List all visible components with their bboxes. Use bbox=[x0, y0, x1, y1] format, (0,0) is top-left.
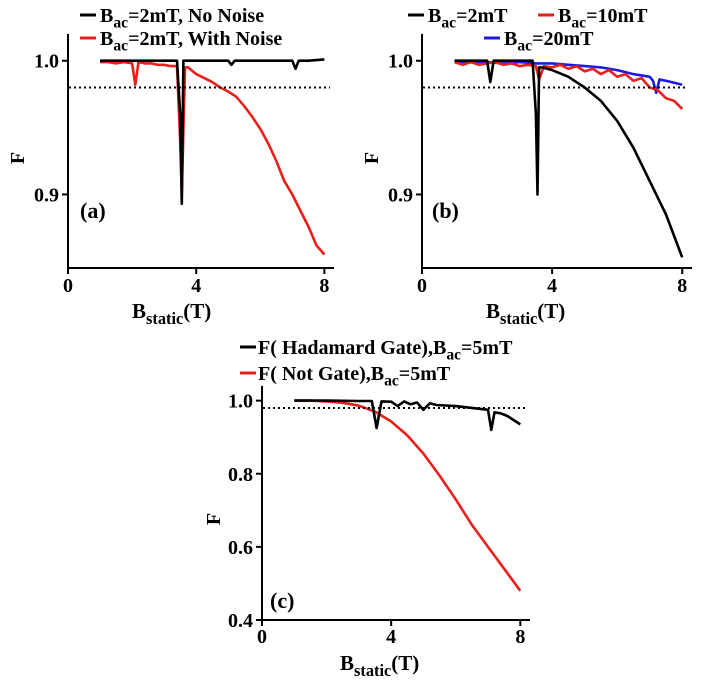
legend-entry-sub: ac bbox=[384, 373, 399, 390]
legend-entry-sub: ac bbox=[446, 347, 461, 364]
legend-entry: Bac=2mT, With Noise bbox=[100, 28, 282, 55]
x-tick-label: 8 bbox=[319, 275, 329, 297]
legend-entry: Bac=20mT bbox=[504, 28, 594, 55]
panel-tag: (c) bbox=[270, 588, 294, 613]
y-tick-label: 1.0 bbox=[228, 391, 253, 413]
legend-entry-main: F( Not Gate),B bbox=[258, 363, 384, 385]
x-tick-label: 4 bbox=[386, 626, 396, 648]
legend-entry: Bac=10mT bbox=[558, 5, 648, 32]
x-axis-label-sub: static bbox=[354, 661, 391, 680]
x-axis-label-tail: (T) bbox=[537, 299, 565, 323]
chart-panel-3: 0 4 8 0.4 0.6 0.8 1.0 Bstatic(T) F (c) F( Hadamard… bbox=[203, 337, 530, 680]
x-tick-label: 8 bbox=[515, 626, 525, 648]
legend-entry-sub: ac bbox=[113, 15, 128, 32]
series-line-1 bbox=[294, 399, 522, 592]
legend-entry-sub: ac bbox=[113, 38, 128, 55]
x-tick-label: 0 bbox=[417, 275, 427, 297]
y-axis-label: F bbox=[7, 152, 29, 164]
legend-entry-tail: =20mT bbox=[532, 28, 594, 50]
y-tick-label: 1.0 bbox=[34, 51, 59, 73]
x-tick-label: 8 bbox=[677, 275, 687, 297]
x-axis-label-tail: (T) bbox=[391, 651, 419, 675]
x-axis-label: Bstatic(T) bbox=[486, 299, 565, 328]
x-axis-label-main: B bbox=[340, 651, 354, 675]
legend-entry-sub: ac bbox=[441, 15, 456, 32]
chart-panel-1: 0 4 8 0.9 1.0 Bstatic(T) F (a) Bac=2mT, No Noise… bbox=[7, 5, 334, 328]
y-tick-label: 0.6 bbox=[228, 537, 253, 559]
x-tick-label: 0 bbox=[63, 275, 73, 297]
legend-entry-main: B bbox=[428, 5, 441, 27]
legend-entry-main: B bbox=[558, 5, 571, 27]
y-tick-label: 1.0 bbox=[388, 51, 413, 73]
legend-entry-main: B bbox=[504, 28, 517, 50]
legend-entry-tail: =5mT bbox=[399, 363, 451, 385]
x-tick-label: 0 bbox=[257, 626, 267, 648]
y-axis-label: F bbox=[203, 513, 225, 525]
y-tick-label: 0.8 bbox=[228, 464, 253, 486]
x-axis-label-main: B bbox=[132, 299, 146, 323]
x-axis-label-tail: (T) bbox=[183, 299, 211, 323]
y-tick-label: 0.9 bbox=[388, 184, 413, 206]
series-line-2 bbox=[294, 399, 522, 432]
x-axis-label-sub: static bbox=[500, 309, 537, 328]
legend-entry-sub: ac bbox=[517, 38, 532, 55]
legend-entry-tail: =2mT, No Noise bbox=[128, 5, 264, 27]
legend-entry-main: B bbox=[100, 5, 113, 27]
legend-entry-main: F( Hadamard Gate),B bbox=[258, 337, 446, 359]
y-tick-label: 0.4 bbox=[228, 610, 253, 632]
x-axis-label-main: B bbox=[486, 299, 500, 323]
legend-entry: Bac=2mT, No Noise bbox=[100, 5, 264, 32]
legend-entry-tail: =2mT, With Noise bbox=[128, 28, 282, 50]
x-tick-label: 4 bbox=[191, 275, 201, 297]
x-axis-label: Bstatic(T) bbox=[340, 651, 419, 680]
panel-tag: (b) bbox=[432, 198, 459, 223]
x-axis-label-sub: static bbox=[146, 309, 183, 328]
legend-entry: F( Hadamard Gate),Bac=5mT bbox=[258, 337, 513, 364]
x-axis-label: Bstatic(T) bbox=[132, 299, 211, 328]
series-line-1 bbox=[100, 60, 326, 256]
panel-tag: (a) bbox=[80, 198, 106, 223]
x-tick-label: 4 bbox=[547, 275, 557, 297]
series-line-3 bbox=[454, 59, 684, 258]
y-tick-label: 0.9 bbox=[34, 184, 59, 206]
legend-entry-tail: =10mT bbox=[586, 5, 648, 27]
legend-entry-main: B bbox=[100, 28, 113, 50]
legend-entry: F( Not Gate),Bac=5mT bbox=[258, 363, 451, 390]
legend-entry-tail: =5mT bbox=[461, 337, 513, 359]
legend-entry-sub: ac bbox=[571, 15, 586, 32]
legend-entry-tail: =2mT bbox=[456, 5, 508, 27]
y-axis-label: F bbox=[361, 152, 383, 164]
series-line-2 bbox=[100, 58, 325, 206]
legend-entry: Bac=2mT bbox=[428, 5, 508, 32]
